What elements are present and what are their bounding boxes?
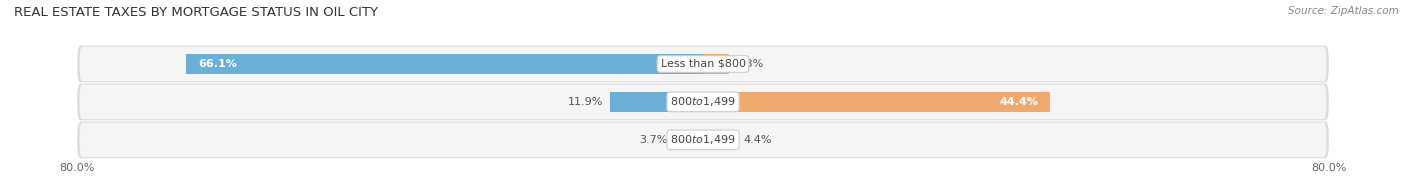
FancyBboxPatch shape (80, 85, 1326, 119)
Text: Less than $800: Less than $800 (661, 59, 745, 69)
FancyBboxPatch shape (77, 46, 1329, 82)
Text: Source: ZipAtlas.com: Source: ZipAtlas.com (1288, 6, 1399, 16)
Text: 3.7%: 3.7% (640, 135, 668, 145)
FancyBboxPatch shape (80, 47, 1326, 81)
Bar (673, 130, 703, 150)
Bar (186, 54, 703, 74)
Text: 66.1%: 66.1% (198, 59, 236, 69)
FancyBboxPatch shape (77, 122, 1329, 158)
Text: 44.4%: 44.4% (1000, 97, 1039, 107)
Text: 4.4%: 4.4% (744, 135, 772, 145)
Text: REAL ESTATE TAXES BY MORTGAGE STATUS IN OIL CITY: REAL ESTATE TAXES BY MORTGAGE STATUS IN … (14, 6, 378, 19)
Bar (703, 54, 728, 74)
Bar (610, 92, 703, 112)
Text: 3.3%: 3.3% (735, 59, 763, 69)
FancyBboxPatch shape (77, 83, 1329, 120)
Text: $800 to $1,499: $800 to $1,499 (671, 95, 735, 108)
FancyBboxPatch shape (80, 122, 1326, 157)
Bar (703, 92, 1050, 112)
Bar (703, 130, 737, 150)
Text: $800 to $1,499: $800 to $1,499 (671, 133, 735, 146)
Text: 11.9%: 11.9% (568, 97, 603, 107)
